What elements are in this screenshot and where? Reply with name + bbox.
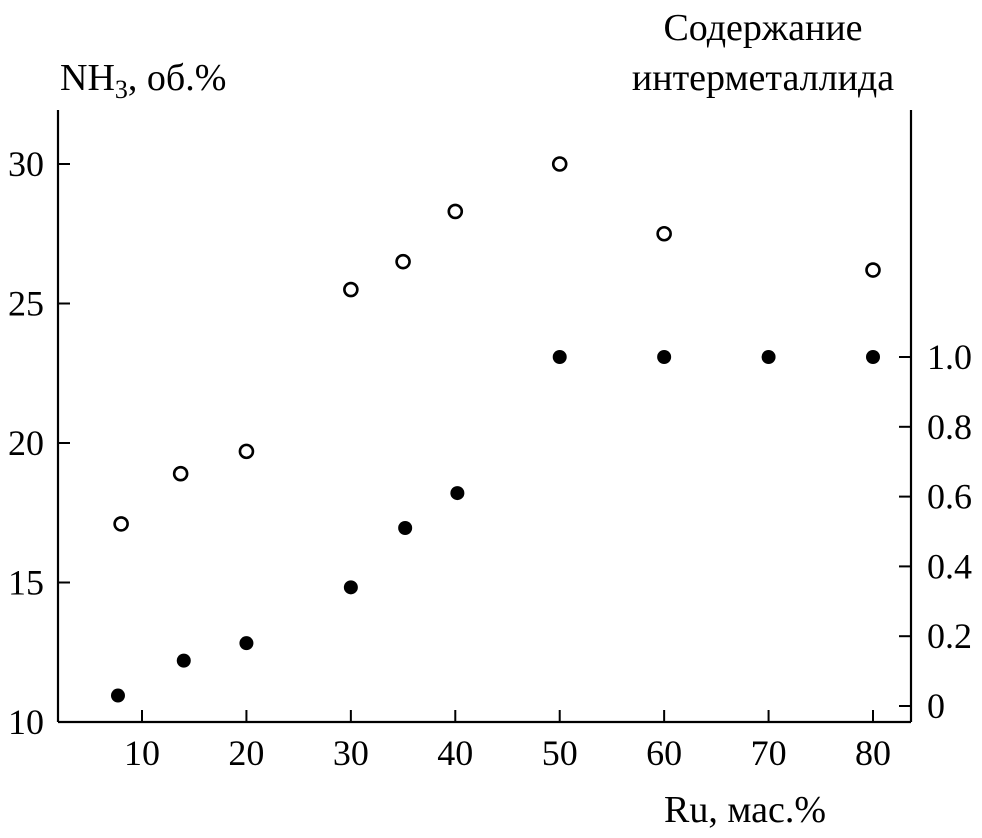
- chart-axes: [56, 110, 913, 724]
- y-left-axis-label: NH3, об.%: [60, 57, 226, 104]
- y-right-axis-label-line2: интерметаллида: [632, 57, 894, 99]
- y-right-tick-label: 0.6: [927, 477, 972, 517]
- open-circle-point: [238, 443, 255, 460]
- filled-circle-point: [398, 521, 413, 536]
- chart-labels: NH3, об.% Содержание интерметаллида Ru, …: [60, 7, 894, 831]
- y-right-tick-label: 0.2: [927, 616, 972, 656]
- x-axis-label: Ru, мас.%: [664, 789, 826, 831]
- open-circle-point: [865, 262, 881, 278]
- open-circle-point: [447, 203, 464, 220]
- open-circle-point: [113, 516, 129, 532]
- y-right-tick-label: 0.4: [927, 546, 972, 586]
- x-tick-label: 20: [228, 733, 264, 773]
- x-tick-label: 50: [542, 733, 578, 773]
- x-tick-label: 40: [437, 733, 473, 773]
- x-tick-label: 30: [333, 733, 369, 773]
- y-left-tick-label: 20: [8, 423, 44, 463]
- y-right-tick-label: 0.8: [927, 407, 972, 447]
- y-left-tick-label: 15: [8, 563, 44, 603]
- y-left-tick-label: 10: [8, 702, 44, 742]
- open-circle-point: [656, 225, 672, 242]
- filled-circle-point: [657, 350, 672, 364]
- filled-circle-point: [761, 350, 776, 364]
- filled-circle-point: [343, 580, 358, 595]
- filled-circle-point: [450, 486, 465, 501]
- y-left-tick-label: 25: [8, 284, 44, 324]
- filled-circle-point: [176, 653, 191, 668]
- filled-circle-point: [239, 636, 254, 651]
- x-tick-label: 70: [751, 733, 787, 773]
- y-left-tick-label: 30: [8, 144, 44, 184]
- x-tick-label: 10: [124, 733, 160, 773]
- open-circle-point: [343, 281, 359, 298]
- open-circle-point: [395, 253, 411, 270]
- filled-circle-point: [552, 350, 567, 364]
- chart-ticks: 10 20 30 40 50 60 70 80 10 15 20 25 30 0 0.2 0.4 0.6 0.8 1…: [8, 144, 972, 773]
- y-right-tick-label: 1.0: [927, 337, 972, 377]
- filled-circle-point: [866, 350, 880, 364]
- y-right-axis-label-line1: Содержание: [663, 7, 862, 49]
- x-tick-label: 60: [646, 733, 682, 773]
- open-circle-point: [551, 156, 568, 172]
- chart-marks: [110, 156, 881, 703]
- x-tick-label: 80: [855, 733, 891, 773]
- y-right-tick-label: 0: [927, 686, 945, 726]
- open-circle-point: [172, 465, 189, 482]
- filled-circle-point: [110, 688, 125, 703]
